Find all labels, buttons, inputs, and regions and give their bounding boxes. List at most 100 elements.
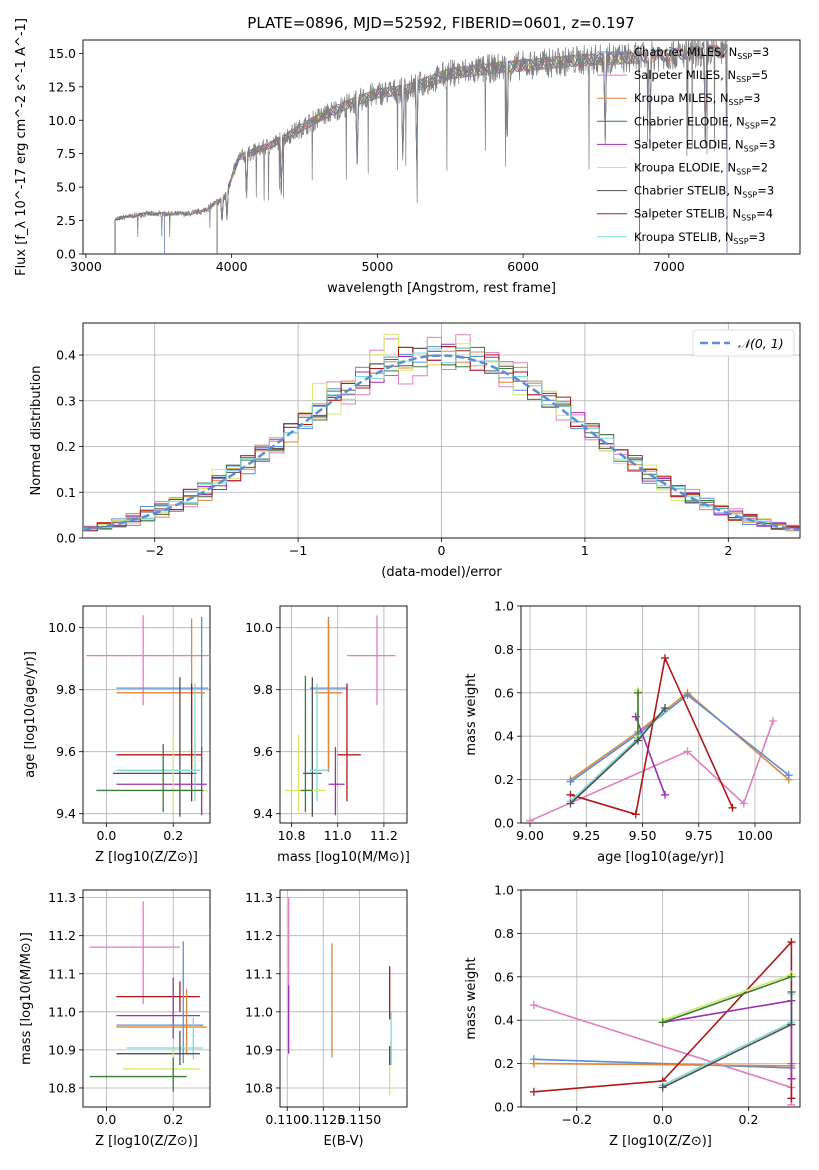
massweight-vs-age-axes: 9.00 9.25 9.50 9.75 10.00 0.0 0.2 0.4 0.6 0.8 1.0 a… — [464, 599, 801, 865]
y-tick-label: 12.5 — [48, 79, 76, 94]
x-axis-label: Z [log10(Z/Z⊙)] — [95, 1134, 198, 1149]
spectrum-legend: Chabrier MILES, NSSP=3 Salpeter MILES, NS… — [597, 45, 777, 246]
weight-marker — [634, 688, 642, 697]
x-tick-label: 9.75 — [685, 828, 713, 843]
residuals-frame — [82, 322, 801, 539]
x-axis-label: mass [log10(M/M⊙)] — [277, 850, 410, 865]
weight-marker — [661, 654, 669, 663]
errorbar-point — [116, 616, 209, 772]
x-tick-label: 3000 — [70, 259, 102, 274]
legend-label: Kroupa STELIB, NSSP=3 — [634, 230, 765, 246]
residuals-plot — [83, 333, 800, 538]
weight-marker — [526, 816, 534, 823]
mass-vs-Z-axes: 0.0 0.2 10.8 10.9 11.0 11.1 11.2 11.3 Z [log10(Z… — [19, 889, 211, 1149]
errorbar-point — [314, 618, 343, 771]
weight-marker — [787, 1020, 796, 1029]
age-vs-mass-plot — [284, 615, 396, 817]
y-tick-label: 9.6 — [253, 744, 273, 759]
y-tick-label: 0.2 — [56, 439, 76, 454]
weight-series-line — [570, 655, 734, 816]
x-tick-label: 1 — [581, 543, 589, 558]
x-axis-label: Z [log10(Z/Z⊙)] — [609, 1134, 712, 1149]
errorbar-point — [86, 615, 210, 706]
y-tick-label: 1.0 — [494, 883, 514, 898]
x-tick-label: 9.25 — [572, 828, 600, 843]
x-tick-label: −2 — [145, 543, 163, 558]
legend-label: Salpeter STELIB, NSSP=4 — [634, 207, 773, 223]
y-tick-label: 10.8 — [245, 1080, 273, 1095]
y-tick-label: 9.4 — [253, 806, 273, 821]
y-axis-label: Flux [f_λ 10^-17 erg cm^-2 s^-1 A^-1] — [14, 18, 29, 276]
massweight-vs-age-frame — [520, 605, 801, 824]
errorbar-point — [113, 677, 197, 817]
x-tick-label: 4000 — [216, 259, 248, 274]
weight-marker — [787, 938, 796, 947]
y-tick-label: 10.9 — [245, 1042, 273, 1057]
y-tick-label: 7.5 — [56, 146, 76, 161]
errorbar-point — [116, 747, 207, 816]
y-tick-label: 0.0 — [494, 816, 514, 831]
weight-series-line — [533, 1062, 792, 1067]
data-spectrum-line — [114, 40, 728, 238]
y-tick-label: 10.8 — [48, 1080, 76, 1095]
weight-marker — [787, 972, 796, 981]
x-tick-label: 0.0 — [96, 828, 116, 843]
weight-marker — [683, 747, 692, 756]
x-tick-label: 11.2 — [370, 828, 398, 843]
y-tick-label: 9.8 — [56, 682, 76, 697]
y-tick-label: 0.1 — [56, 485, 76, 500]
y-tick-label: 9.6 — [56, 744, 76, 759]
errorbar-point — [126, 1017, 204, 1060]
y-tick-label: 2.5 — [56, 213, 76, 228]
x-axis-label: (data-model)/error — [381, 565, 502, 580]
y-tick-label: 0.4 — [494, 1013, 514, 1028]
massweight-vs-Z-frame — [520, 889, 801, 1108]
x-tick-label: 0.2 — [163, 1112, 183, 1127]
x-tick-label: 6000 — [507, 259, 539, 274]
y-axis-label: mass weight — [464, 673, 479, 755]
legend-label: Salpeter ELODIE, NSSP=3 — [634, 137, 776, 153]
x-tick-label: 0.2 — [163, 828, 183, 843]
y-tick-label: 0.8 — [494, 642, 514, 657]
legend-label: 𝒩(0, 1) — [738, 336, 784, 351]
y-axis-label: mass weight — [464, 957, 479, 1039]
mass-vs-Z-plot — [89, 901, 207, 1092]
y-tick-label: 5.0 — [56, 180, 76, 195]
y-tick-label: 0.6 — [494, 685, 514, 700]
massweight-vs-Z-axes: −0.2 0.0 0.2 0.0 0.2 0.4 0.6 0.8 1.0 Z [log10(Z/Z… — [464, 883, 801, 1149]
y-tick-label: 0.0 — [56, 247, 76, 262]
residuals-legend-box — [692, 329, 795, 357]
x-tick-label: 9.50 — [629, 828, 657, 843]
y-tick-label: 11.1 — [48, 966, 76, 981]
errorbar-point — [337, 683, 361, 802]
y-tick-label: 11.0 — [48, 1004, 76, 1019]
figure-title: PLATE=0896, MJD=52592, FIBERID=0601, z=0… — [247, 14, 634, 32]
age-vs-mass-frame — [279, 605, 408, 824]
legend-label: Salpeter MILES, NSSP=5 — [634, 68, 768, 84]
x-tick-label: 0.2 — [739, 1112, 759, 1127]
y-tick-label: 0.4 — [494, 729, 514, 744]
weight-marker — [631, 810, 640, 819]
weight-marker — [683, 690, 692, 699]
y-tick-label: 11.3 — [245, 890, 273, 905]
x-tick-label: 10.00 — [737, 828, 773, 843]
errorbar-point — [96, 743, 204, 813]
spectrum-plot — [114, 40, 728, 254]
errorbar-point — [300, 675, 313, 813]
weight-marker — [566, 777, 575, 786]
weight-series-line — [662, 976, 792, 1024]
mass-vs-EBV-frame — [279, 889, 408, 1108]
legend-label: Chabrier STELIB, NSSP=3 — [634, 184, 774, 200]
legend-label: Chabrier MILES, NSSP=3 — [634, 45, 769, 61]
mass-vs-EBV-plot — [288, 897, 392, 1096]
y-tick-label: 0.0 — [56, 531, 76, 546]
x-tick-label: 2 — [724, 543, 732, 558]
y-tick-label: 11.2 — [48, 928, 76, 943]
errorbar-point — [303, 677, 322, 817]
y-tick-label: 0.8 — [494, 926, 514, 941]
age-vs-mass-axes: 10.8 11.0 11.2 9.4 9.6 9.8 10.0 mass [log10(M/M… — [245, 605, 410, 865]
errorbar-point — [346, 615, 396, 706]
spectrum-frame — [82, 39, 801, 255]
